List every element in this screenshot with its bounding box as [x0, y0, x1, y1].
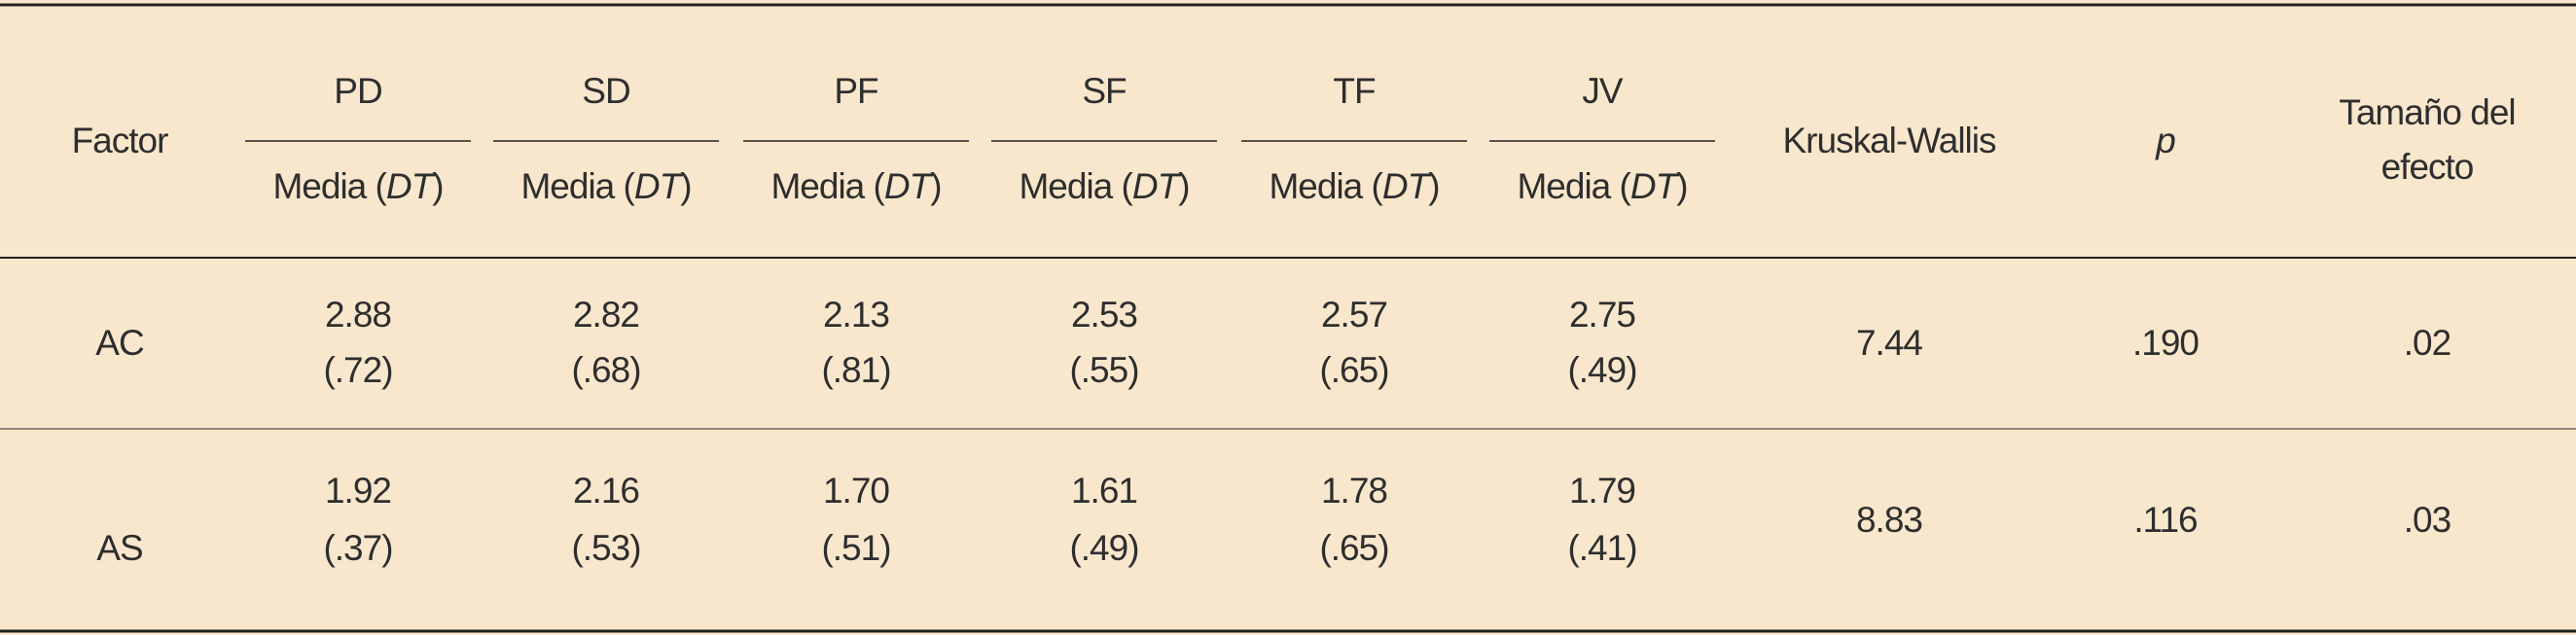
group-header: SD: [582, 71, 629, 111]
sd-cell: (.53): [571, 528, 640, 568]
subheader-part: DT: [1630, 166, 1680, 206]
mean-cell: 1.92: [325, 471, 391, 511]
subheader-part: DT: [634, 166, 684, 206]
sd-cell: (.81): [821, 350, 890, 390]
subheader: Media (DT): [520, 166, 691, 206]
mean-cell: 2.75: [1569, 295, 1635, 335]
header-kruskal: Kruskal-Wallis: [1783, 121, 1996, 160]
header-effect: efecto: [2381, 147, 2474, 187]
mean-cell: 2.13: [823, 295, 889, 335]
subheader-part: ): [930, 166, 941, 206]
subheader-part: DT: [1382, 166, 1432, 206]
subheader-part: ): [432, 166, 443, 206]
sd-cell: (.68): [571, 350, 640, 390]
sd-cell: (.49): [1069, 528, 1138, 568]
sd-cell: (.72): [323, 350, 392, 390]
mean-cell: 1.78: [1321, 471, 1387, 511]
subheader-part: ): [1676, 166, 1687, 206]
group-header: TF: [1333, 71, 1376, 111]
row-factor: AC: [95, 323, 144, 363]
kruskal-cell: 8.83: [1856, 500, 1922, 540]
row-factor: AS: [96, 528, 142, 568]
group-header: PD: [334, 71, 381, 111]
subheader-part: ): [680, 166, 691, 206]
subheader-part: ): [1428, 166, 1439, 206]
header-p: p: [2155, 121, 2175, 160]
effect-cell: .02: [2404, 323, 2451, 363]
subheader-part: Media (: [1019, 166, 1133, 206]
subheader: Media (DT): [272, 166, 443, 206]
group-header: JV: [1582, 71, 1624, 111]
mean-cell: 1.70: [823, 471, 889, 511]
subheader: Media (DT): [770, 166, 941, 206]
group-header: PF: [834, 71, 878, 111]
sd-cell: (.65): [1319, 528, 1388, 568]
sd-cell: (.51): [821, 528, 890, 568]
p-cell: .116: [2133, 500, 2197, 540]
mean-cell: 2.53: [1071, 295, 1137, 335]
header-effect: Tamaño del: [2339, 92, 2515, 132]
mean-cell: 2.16: [573, 471, 639, 511]
subheader: Media (DT): [1517, 166, 1687, 206]
p-cell: .190: [2132, 323, 2199, 363]
subheader-part: Media (: [520, 166, 635, 206]
subheader-part: DT: [1132, 166, 1182, 206]
subheader-part: Media (: [272, 166, 387, 206]
mean-cell: 1.79: [1569, 471, 1635, 511]
sd-cell: (.49): [1567, 350, 1636, 390]
effect-cell: .03: [2404, 500, 2451, 540]
subheader: Media (DT): [1019, 166, 1189, 206]
mean-cell: 1.61: [1071, 471, 1137, 511]
subheader-part: DT: [386, 166, 436, 206]
subheader-part: Media (: [770, 166, 885, 206]
mean-cell: 2.82: [573, 295, 639, 335]
sd-cell: (.41): [1567, 528, 1636, 568]
header-factor: Factor: [72, 121, 169, 160]
subheader-part: ): [1178, 166, 1189, 206]
sd-cell: (.37): [323, 528, 392, 568]
sd-cell: (.65): [1319, 350, 1388, 390]
sd-cell: (.55): [1069, 350, 1138, 390]
group-header: SF: [1082, 71, 1127, 111]
subheader-part: Media (: [1269, 166, 1383, 206]
mean-cell: 2.88: [325, 295, 391, 335]
subheader-part: Media (: [1517, 166, 1631, 206]
kruskal-cell: 7.44: [1856, 323, 1922, 363]
subheader-part: DT: [884, 166, 934, 206]
subheader: Media (DT): [1269, 166, 1439, 206]
mean-cell: 2.57: [1321, 295, 1387, 335]
